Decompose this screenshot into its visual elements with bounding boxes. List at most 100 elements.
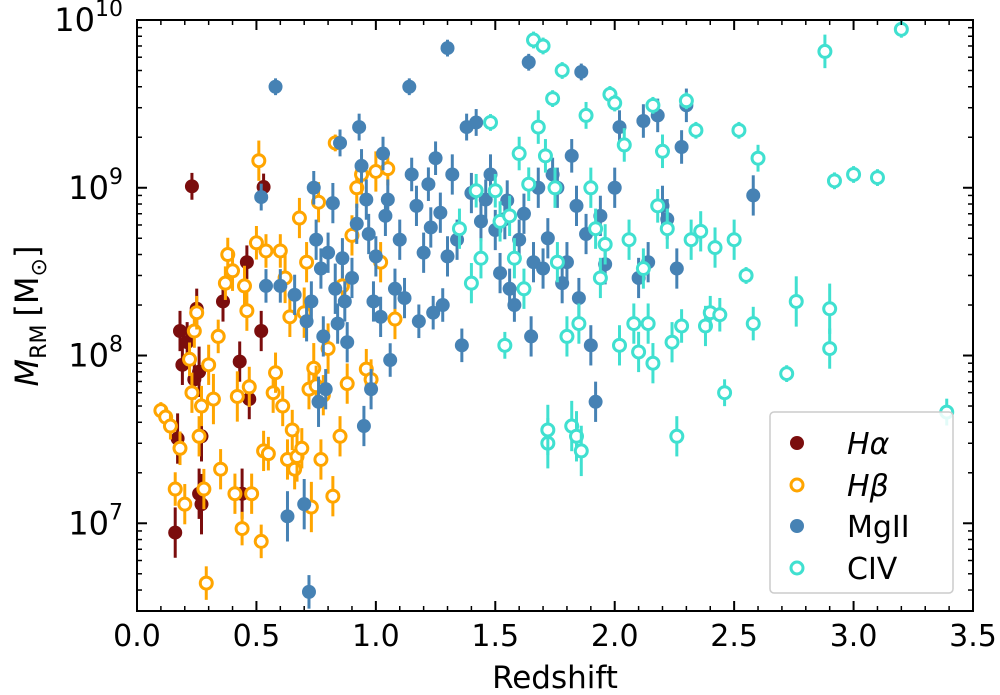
data-point bbox=[260, 446, 276, 462]
ticks-layer: 0.0 0.5 1.0 1.5 2.0 2.5 3.0 3.5 107 108 109 1010 bbox=[54, 0, 997, 654]
y-axis-label-main: M bbox=[8, 359, 46, 387]
data-point bbox=[306, 360, 322, 376]
data-point bbox=[282, 309, 298, 325]
data-point bbox=[380, 192, 395, 207]
data-point bbox=[361, 227, 376, 242]
data-point bbox=[268, 79, 283, 94]
data-point bbox=[287, 461, 303, 477]
data-point bbox=[304, 294, 319, 309]
data-point bbox=[349, 216, 364, 231]
data-point bbox=[254, 190, 269, 205]
y-tick-label: 108 bbox=[68, 333, 123, 375]
data-point bbox=[549, 254, 565, 270]
data-point bbox=[186, 323, 202, 339]
y-tick-label: 107 bbox=[68, 500, 123, 542]
data-point bbox=[213, 461, 229, 477]
y-axis-label-unit: [M bbox=[8, 276, 46, 316]
data-point bbox=[272, 243, 288, 259]
series-mgii bbox=[254, 20, 761, 609]
data-point bbox=[299, 254, 315, 270]
data-point bbox=[611, 337, 627, 353]
data-point bbox=[162, 418, 178, 434]
data-point bbox=[177, 496, 193, 512]
data-point bbox=[325, 196, 340, 211]
series-civ bbox=[451, 20, 955, 477]
data-point bbox=[241, 379, 257, 395]
y-axis-label-unit-close: ] bbox=[8, 246, 46, 258]
data-point bbox=[583, 338, 598, 353]
data-point bbox=[182, 351, 198, 367]
data-point bbox=[483, 114, 499, 130]
data-point bbox=[640, 316, 656, 332]
data-point bbox=[631, 344, 647, 360]
data-point bbox=[392, 232, 407, 247]
data-point bbox=[473, 250, 489, 266]
data-point bbox=[387, 281, 402, 296]
data-point bbox=[311, 394, 326, 409]
data-point bbox=[468, 183, 484, 199]
data-point bbox=[654, 143, 670, 159]
data-point bbox=[205, 391, 221, 407]
data-point bbox=[201, 357, 217, 373]
data-point bbox=[313, 451, 329, 467]
data-point bbox=[817, 43, 833, 59]
data-point bbox=[674, 139, 689, 154]
x-tick-label: 3.5 bbox=[949, 619, 997, 654]
data-point bbox=[316, 329, 331, 344]
data-point bbox=[239, 255, 254, 270]
data-point bbox=[712, 307, 728, 323]
data-point bbox=[650, 198, 666, 214]
data-point bbox=[337, 294, 352, 309]
data-point bbox=[445, 167, 460, 182]
data-point bbox=[478, 192, 493, 207]
legend: Hα Hβ MgII CIV bbox=[769, 411, 954, 594]
data-point bbox=[779, 366, 795, 382]
data-point bbox=[573, 443, 589, 459]
data-point bbox=[248, 235, 264, 251]
data-point bbox=[301, 584, 316, 599]
data-point bbox=[232, 354, 247, 369]
x-tick-label: 2.5 bbox=[710, 619, 758, 654]
data-point bbox=[332, 428, 348, 444]
data-point bbox=[328, 281, 343, 296]
x-axis-label: Redshift bbox=[492, 660, 618, 695]
data-point bbox=[536, 261, 551, 276]
data-point bbox=[397, 291, 412, 306]
data-point bbox=[428, 151, 443, 166]
data-point bbox=[335, 251, 350, 266]
data-point bbox=[368, 249, 383, 264]
data-point bbox=[707, 240, 723, 256]
data-point bbox=[172, 324, 187, 339]
y-tick-label: 1010 bbox=[54, 0, 123, 39]
legend-label-hbeta-greek: β bbox=[869, 469, 889, 504]
data-point bbox=[822, 301, 838, 317]
data-point bbox=[659, 221, 675, 237]
data-point bbox=[189, 305, 205, 321]
data-point bbox=[426, 305, 441, 320]
data-point bbox=[674, 318, 690, 334]
data-point bbox=[588, 394, 603, 409]
data-point bbox=[540, 231, 555, 246]
data-point bbox=[265, 385, 281, 401]
data-point bbox=[493, 266, 508, 281]
legend-marker-civ bbox=[789, 560, 805, 576]
data-point bbox=[167, 481, 183, 497]
data-point bbox=[554, 63, 570, 79]
data-point bbox=[333, 135, 348, 150]
data-point bbox=[191, 428, 207, 444]
plot-frame bbox=[136, 19, 974, 612]
data-point bbox=[571, 316, 587, 332]
data-point bbox=[356, 419, 371, 434]
data-point bbox=[275, 398, 291, 414]
x-tick-label: 0.5 bbox=[233, 619, 281, 654]
y-axis-label: MRM [M⊙] bbox=[8, 246, 52, 387]
data-point bbox=[210, 328, 226, 344]
data-point bbox=[693, 223, 709, 239]
data-point bbox=[578, 107, 594, 123]
legend-label-halpha-greek: α bbox=[870, 427, 890, 462]
data-point bbox=[738, 267, 754, 283]
data-point bbox=[597, 236, 613, 252]
data-point bbox=[258, 243, 274, 259]
data-point bbox=[746, 188, 761, 203]
